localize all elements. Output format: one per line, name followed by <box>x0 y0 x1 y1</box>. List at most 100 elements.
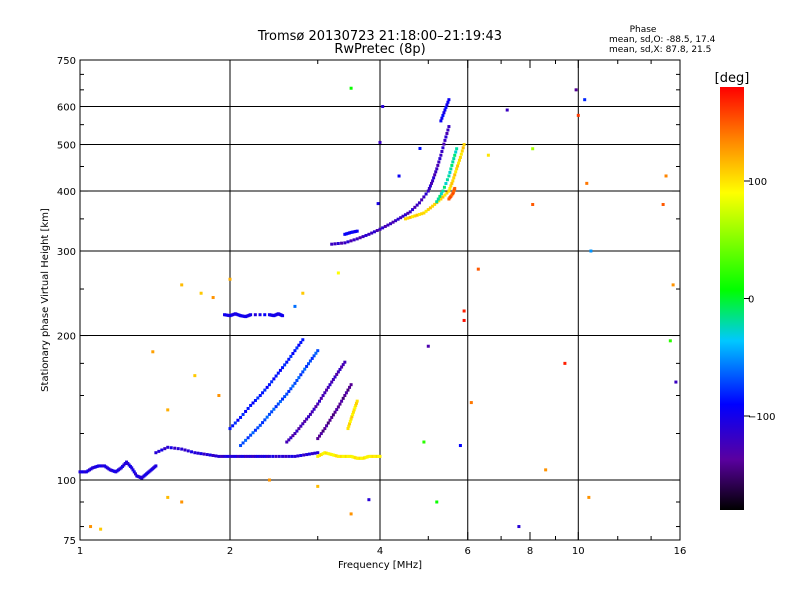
trace-point <box>318 453 322 457</box>
trace-point <box>354 456 358 460</box>
trace-point <box>236 454 240 458</box>
trace-point <box>383 224 387 228</box>
trace-point <box>447 125 451 129</box>
trace-point <box>349 383 353 387</box>
trace-point <box>351 410 355 414</box>
trace-point <box>193 451 197 455</box>
trace-point <box>457 158 461 162</box>
trace-point <box>358 236 362 240</box>
trace-point <box>132 470 136 474</box>
trace-point <box>441 113 445 117</box>
trace-point <box>312 407 316 411</box>
trace-point <box>263 313 267 317</box>
scatter-point <box>99 527 103 531</box>
trace-point <box>448 170 452 174</box>
trace-point <box>354 401 358 405</box>
trace-point <box>439 192 443 196</box>
trace-point <box>351 455 355 459</box>
trace-point <box>249 454 253 458</box>
trace-point <box>452 176 456 180</box>
trace-point <box>445 178 449 182</box>
trace-point <box>442 185 446 189</box>
trace-point <box>340 241 344 245</box>
trace-point <box>455 167 459 171</box>
trace-point <box>297 427 301 431</box>
trace-point <box>449 167 453 171</box>
trace-point <box>265 385 269 389</box>
trace-point <box>239 415 243 419</box>
scatter-point <box>486 153 490 157</box>
trace-point <box>424 209 428 213</box>
trace-point <box>389 222 393 226</box>
trace-point <box>299 453 303 457</box>
trace-point <box>310 356 314 360</box>
trace-point <box>307 362 311 366</box>
trace-point <box>80 470 84 474</box>
trace-point <box>301 422 305 426</box>
trace-point <box>354 229 358 233</box>
trace-point <box>340 454 344 458</box>
trace-point <box>323 427 327 431</box>
trace-point <box>272 377 276 381</box>
trace-point <box>432 176 436 180</box>
trace-point <box>291 384 295 388</box>
scatter-point <box>166 408 170 412</box>
trace-point <box>436 197 440 201</box>
trace-point <box>434 170 438 174</box>
trace-point <box>163 447 167 451</box>
trace-point <box>447 174 451 178</box>
scatter-point <box>668 339 672 343</box>
scatter-point <box>166 495 170 499</box>
trace-point <box>251 454 255 458</box>
y-tick-label: 200 <box>57 332 76 343</box>
trace-point <box>344 232 348 236</box>
trace-point <box>328 452 332 456</box>
trace-point <box>451 160 455 164</box>
scatter-point <box>583 98 587 102</box>
trace-point <box>321 394 325 398</box>
trace-point <box>435 200 439 204</box>
x-tick-label: 16 <box>674 546 687 557</box>
trace-point <box>445 191 449 195</box>
scatter-point <box>574 88 578 92</box>
trace-point <box>253 428 257 432</box>
trace-point <box>433 202 437 206</box>
trace-point <box>325 424 329 428</box>
trace-point <box>450 163 454 167</box>
trace-point <box>340 365 344 369</box>
trace-point <box>453 186 457 190</box>
trace-point <box>281 397 285 401</box>
trace-point <box>427 186 431 190</box>
scatter-point <box>378 140 382 144</box>
trace-point <box>326 421 330 425</box>
axis-ticks: 1 2 4 6 8 10 16 75 100 200 300 400 500 600 750 <box>57 56 686 557</box>
trace-point <box>338 454 342 458</box>
trace-point <box>293 349 297 353</box>
trace-point <box>424 192 428 196</box>
y-axis-label: Stationary phase Virtual Height [km] <box>40 208 51 392</box>
trace-point <box>258 313 262 317</box>
trace-point <box>343 241 347 245</box>
phase-stats-x: mean, sd,X: 87.8, 21.5 <box>609 45 711 55</box>
trace-point <box>307 452 311 456</box>
y-tick-label: 750 <box>57 56 76 67</box>
scatter-point <box>301 291 305 295</box>
trace-point <box>241 412 245 416</box>
x-tick-label: 10 <box>572 546 585 557</box>
trace-point <box>349 230 353 234</box>
phase-stats-heading: Phase <box>630 25 657 35</box>
trace-point <box>333 453 337 457</box>
trace-point <box>190 450 194 454</box>
trace-point <box>352 230 356 234</box>
trace-point <box>205 453 209 457</box>
trace-point <box>335 454 339 458</box>
trace-point <box>352 238 356 242</box>
trace-point <box>448 186 452 190</box>
trace-point <box>297 376 301 380</box>
trace-point <box>287 389 291 393</box>
trace-point <box>336 405 340 409</box>
trace-point <box>160 448 164 452</box>
trace-point <box>433 173 437 177</box>
scatter-point <box>544 468 548 472</box>
trace-point <box>413 205 417 209</box>
